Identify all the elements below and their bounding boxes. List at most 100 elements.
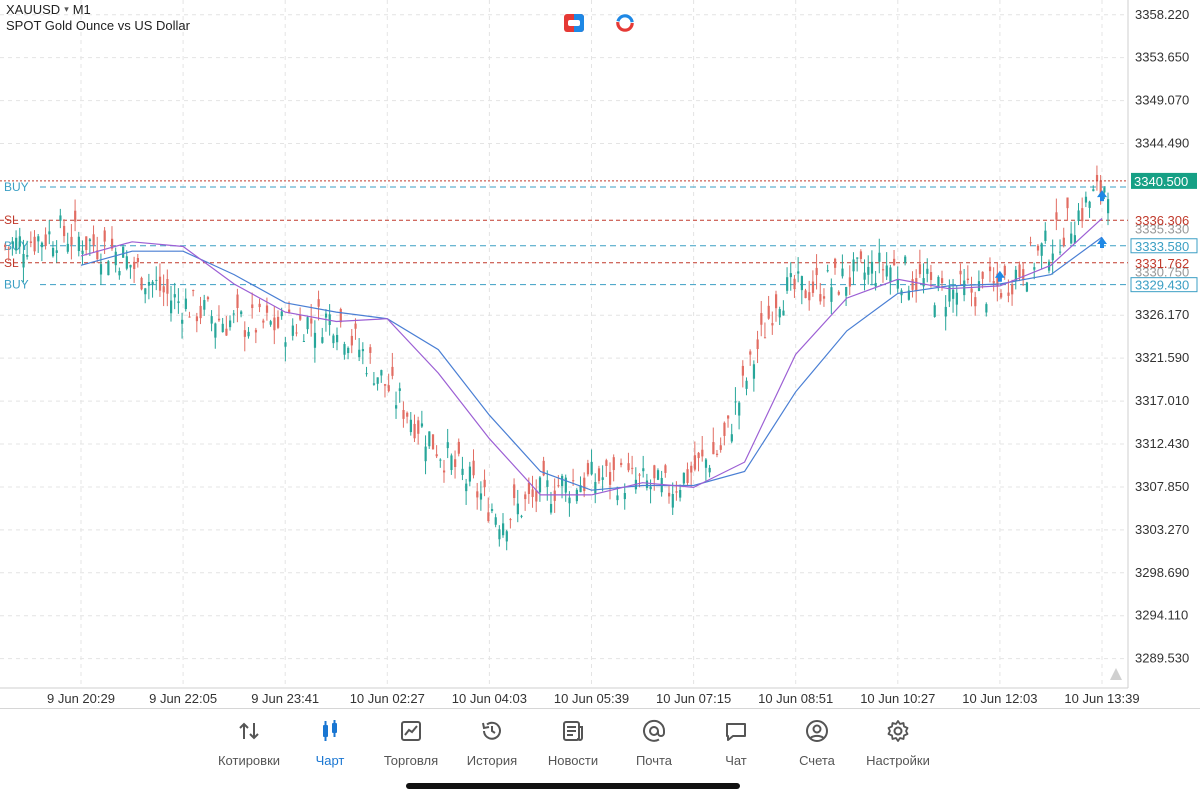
candle-body — [527, 482, 531, 495]
candle-body — [1077, 210, 1080, 222]
candle-body — [605, 460, 608, 466]
candle-body — [631, 467, 634, 469]
candle-body — [336, 334, 339, 343]
symbol-name[interactable]: XAUUSD — [6, 2, 61, 17]
candle-body — [516, 503, 519, 515]
candle-body — [977, 281, 981, 291]
account-icon — [806, 720, 828, 742]
candle-body — [210, 316, 213, 324]
chart-area[interactable]: 3358.220 3353.650 3349.070 3344.490 3326.170… — [0, 0, 1200, 708]
current-price-tag: 3340.500 — [1134, 174, 1188, 189]
candle-body — [409, 419, 412, 433]
candle-body — [158, 276, 162, 291]
one-click-trading-icon[interactable] — [564, 14, 584, 32]
candle-body — [988, 266, 992, 272]
candle-body — [830, 287, 833, 302]
candle-body — [538, 477, 542, 493]
candle-body — [317, 299, 320, 307]
candle-body — [601, 477, 604, 480]
tab-mail[interactable]: Почта — [609, 719, 699, 775]
candle-body — [734, 401, 737, 403]
candle-body — [217, 318, 221, 321]
candle-body — [299, 314, 302, 320]
candle-body — [992, 281, 995, 284]
candle-body — [1070, 233, 1073, 244]
buy-arrow-icon[interactable] — [1097, 236, 1107, 248]
price-chart[interactable]: 3358.220 3353.650 3349.070 3344.490 3326.170… — [0, 0, 1200, 708]
candle-body — [616, 495, 619, 501]
candle-body — [40, 242, 44, 248]
candle-body — [391, 366, 394, 376]
candle-body — [221, 323, 224, 333]
candle-body — [295, 332, 298, 334]
symbol-dropdown-icon[interactable]: ▾ — [64, 4, 69, 14]
candle-body — [774, 294, 778, 309]
candle-body — [509, 519, 512, 521]
candle-body — [428, 431, 431, 447]
candle-body — [749, 351, 752, 355]
candle-body — [653, 465, 656, 479]
candle-body — [136, 258, 140, 263]
tab-chart[interactable]: Чарт — [285, 719, 375, 775]
candle-body — [7, 247, 10, 249]
buy-arrow-icon[interactable] — [1097, 190, 1107, 202]
candle-body — [321, 337, 324, 343]
time-tick-label: 10 Jun 13:39 — [1064, 691, 1139, 706]
tab-chat[interactable]: Чат — [691, 719, 781, 775]
candle-body — [852, 259, 855, 272]
candle-body — [856, 257, 859, 259]
candle-body — [22, 253, 25, 268]
tab-settings[interactable]: Настройки — [853, 719, 943, 775]
candle-body — [627, 463, 630, 471]
candle-body — [952, 289, 955, 299]
candle-body — [649, 486, 652, 490]
candle-body — [1073, 235, 1076, 244]
candle-body — [129, 264, 132, 268]
candle-body — [760, 313, 763, 325]
tab-trade[interactable]: Торговля — [366, 719, 456, 775]
tab-quotes[interactable]: Котировки — [204, 719, 294, 775]
candle-body — [1029, 242, 1032, 244]
candle-body — [597, 468, 601, 481]
buy-arrow-icon[interactable] — [994, 270, 1005, 282]
candle-body — [59, 215, 62, 221]
candle-body — [608, 471, 612, 485]
candle-body — [490, 509, 494, 511]
candle-body — [122, 246, 125, 258]
signal-icon[interactable] — [615, 14, 635, 32]
candle-body — [712, 442, 715, 455]
home-indicator — [406, 783, 740, 789]
timeframe-label[interactable]: M1 — [72, 2, 91, 17]
candle-body — [288, 309, 291, 313]
candle-body — [92, 234, 95, 246]
candle-body — [402, 409, 405, 419]
candle-body — [1051, 253, 1054, 261]
tab-label: Настройки — [866, 753, 930, 768]
candle-body — [738, 402, 741, 416]
candle-body — [1095, 174, 1099, 181]
candle-body — [564, 477, 567, 493]
candle-body — [549, 503, 553, 513]
candle-body — [1036, 245, 1040, 251]
candle-body — [442, 470, 446, 473]
tab-news[interactable]: Новости — [528, 719, 618, 775]
candle-body — [1000, 293, 1003, 298]
tab-history[interactable]: История — [447, 719, 537, 775]
candle-body — [579, 485, 582, 493]
level-label-sl: SL — [4, 256, 19, 270]
candle-body — [398, 388, 401, 391]
candle-body — [1092, 189, 1095, 192]
history-clock-icon — [482, 721, 501, 740]
price-tick-label: 3294.110 — [1135, 608, 1188, 623]
symbol-header[interactable]: XAUUSD ▾ M1 — [6, 2, 91, 17]
candle-body — [1014, 269, 1017, 281]
candle-body — [664, 465, 667, 473]
candle-body — [959, 270, 962, 275]
candle-body — [369, 347, 372, 353]
candle-body — [232, 313, 235, 315]
scroll-end-icon[interactable] — [1110, 668, 1122, 680]
candle-body — [686, 469, 689, 483]
tab-accounts[interactable]: Счета — [772, 719, 862, 775]
tab-label: История — [466, 753, 518, 768]
candle-body — [33, 236, 36, 252]
